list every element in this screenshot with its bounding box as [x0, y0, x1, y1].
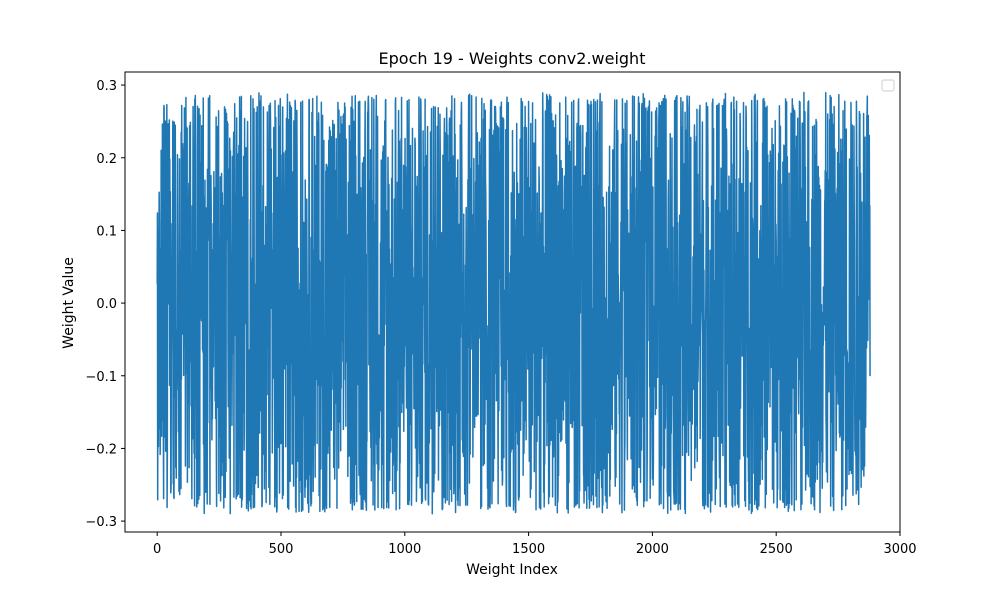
- legend-box[interactable]: [881, 79, 895, 92]
- x-axis-label: Weight Index: [466, 562, 558, 578]
- x-tick-label: 2000: [636, 542, 669, 557]
- y-tick-label: 0.0: [96, 297, 117, 312]
- y-axis-label: Weight Value: [61, 257, 77, 349]
- x-axis: 0 500 1000 1500 2000 2500 3000: [153, 532, 917, 557]
- x-tick-label: 500: [269, 542, 294, 557]
- x-tick-label: 2500: [760, 542, 793, 557]
- plot-area-frame: [124, 71, 901, 533]
- y-tick-label: −0.3: [85, 515, 117, 530]
- y-tick-label: 0.1: [96, 224, 117, 239]
- x-tick-label: 1000: [388, 542, 421, 557]
- series-line: [156, 91, 871, 515]
- y-tick-label: −0.2: [85, 442, 117, 457]
- x-tick-label: 3000: [883, 542, 916, 557]
- y-axis: −0.3 −0.2 −0.1 0.0 0.1 0.2 0.3: [85, 79, 125, 530]
- x-tick-label: 1500: [512, 542, 545, 557]
- x-tick-label: 0: [153, 542, 161, 557]
- chart-title: Epoch 19 - Weights conv2.weight: [379, 49, 646, 68]
- y-tick-label: 0.2: [96, 152, 117, 167]
- y-tick-label: −0.1: [85, 370, 117, 385]
- y-tick-label: 0.3: [96, 79, 117, 94]
- series-layer: [156, 91, 871, 515]
